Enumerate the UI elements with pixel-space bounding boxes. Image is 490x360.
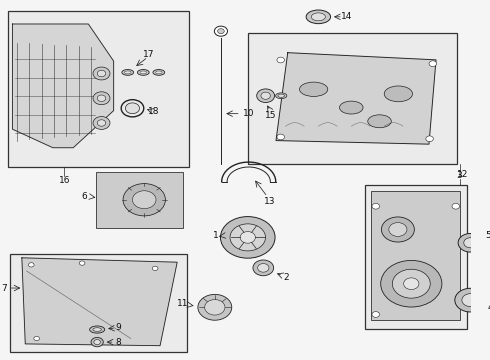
Bar	[371, 191, 461, 320]
Circle shape	[455, 288, 486, 312]
Ellipse shape	[384, 86, 413, 102]
Circle shape	[452, 203, 460, 209]
Circle shape	[253, 260, 273, 276]
Circle shape	[214, 26, 227, 36]
Circle shape	[125, 103, 140, 114]
Bar	[96, 172, 183, 228]
Circle shape	[464, 238, 477, 248]
Ellipse shape	[93, 328, 101, 331]
Circle shape	[152, 266, 158, 270]
Circle shape	[230, 224, 266, 251]
Circle shape	[97, 95, 106, 102]
Text: 14: 14	[341, 12, 352, 21]
Circle shape	[93, 92, 110, 105]
Text: 10: 10	[243, 109, 254, 118]
Ellipse shape	[90, 326, 105, 333]
Circle shape	[426, 136, 433, 141]
Circle shape	[91, 337, 103, 347]
Text: 12: 12	[457, 170, 468, 179]
Text: 16: 16	[58, 176, 70, 185]
Circle shape	[257, 89, 274, 103]
Circle shape	[123, 184, 166, 216]
Text: 1: 1	[213, 231, 219, 240]
Ellipse shape	[275, 93, 287, 99]
Circle shape	[218, 29, 224, 34]
Text: 7: 7	[1, 284, 7, 293]
Circle shape	[93, 67, 110, 80]
Ellipse shape	[299, 82, 328, 96]
Circle shape	[372, 312, 380, 318]
Text: 2: 2	[283, 273, 289, 282]
Bar	[366, 185, 466, 329]
Text: 4: 4	[488, 303, 490, 312]
Ellipse shape	[153, 69, 165, 75]
Ellipse shape	[155, 71, 162, 74]
Circle shape	[429, 61, 437, 67]
Text: 3: 3	[457, 171, 463, 180]
Text: 11: 11	[177, 299, 189, 308]
Circle shape	[458, 233, 483, 252]
Ellipse shape	[368, 115, 392, 128]
Text: 8: 8	[116, 338, 121, 347]
Circle shape	[34, 336, 40, 341]
Circle shape	[381, 217, 415, 242]
Ellipse shape	[278, 94, 285, 97]
Ellipse shape	[122, 69, 134, 75]
Bar	[8, 12, 189, 167]
Text: 5: 5	[486, 231, 490, 240]
Circle shape	[240, 231, 255, 243]
Bar	[10, 253, 187, 352]
Circle shape	[277, 134, 285, 140]
Ellipse shape	[340, 101, 363, 114]
Circle shape	[261, 92, 270, 99]
Circle shape	[258, 264, 269, 272]
Circle shape	[462, 294, 479, 307]
Circle shape	[28, 263, 34, 267]
Bar	[248, 33, 457, 164]
Circle shape	[392, 269, 430, 298]
Circle shape	[220, 217, 275, 258]
Polygon shape	[22, 258, 177, 346]
Text: 9: 9	[116, 323, 121, 332]
Circle shape	[97, 70, 106, 77]
Ellipse shape	[311, 13, 325, 21]
Ellipse shape	[140, 71, 147, 74]
Polygon shape	[12, 24, 114, 148]
Ellipse shape	[124, 71, 131, 74]
Circle shape	[79, 261, 85, 265]
Circle shape	[94, 339, 100, 345]
Circle shape	[381, 260, 442, 307]
Circle shape	[404, 278, 419, 289]
Circle shape	[372, 203, 380, 209]
Text: 13: 13	[264, 197, 276, 206]
Circle shape	[198, 294, 232, 320]
Circle shape	[277, 57, 285, 63]
Ellipse shape	[306, 10, 331, 24]
Circle shape	[93, 117, 110, 130]
Circle shape	[132, 191, 156, 209]
Circle shape	[205, 300, 225, 315]
Ellipse shape	[137, 69, 149, 75]
Text: 17: 17	[143, 50, 155, 59]
Text: 15: 15	[265, 111, 276, 120]
Circle shape	[389, 222, 407, 237]
Text: 18: 18	[148, 107, 159, 116]
Circle shape	[97, 120, 106, 126]
Text: 6: 6	[81, 192, 87, 201]
Polygon shape	[276, 53, 436, 144]
